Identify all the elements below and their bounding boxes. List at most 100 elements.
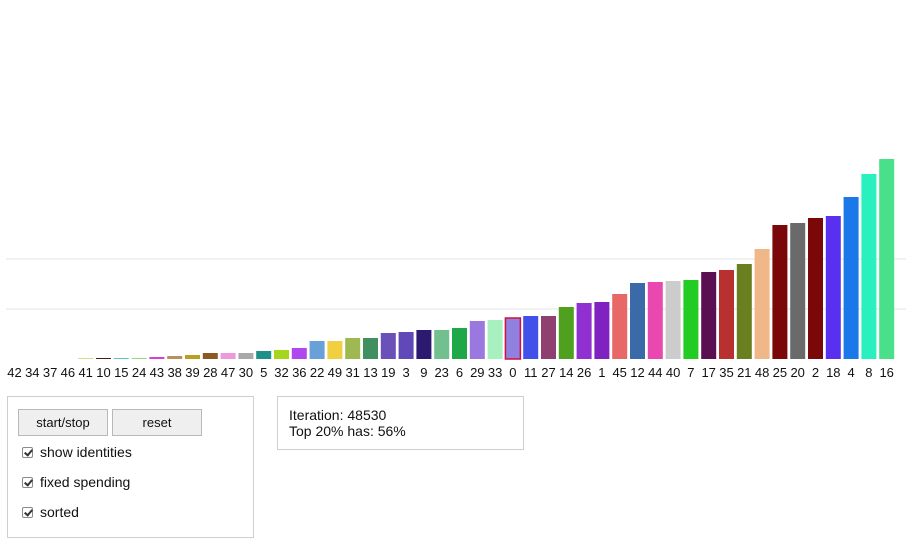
bar-33	[487, 320, 503, 359]
tick-label-48: 48	[755, 365, 769, 380]
bar-20	[790, 223, 806, 359]
tick-label-9: 9	[420, 365, 427, 380]
fixed-spending-option[interactable]: fixed spending	[22, 473, 130, 491]
iteration-text: Iteration: 48530	[289, 407, 387, 423]
bar-3	[398, 332, 414, 359]
bar-19	[380, 333, 396, 359]
tick-label-41: 41	[78, 365, 92, 380]
sorted-label: sorted	[40, 504, 79, 520]
bar-30	[238, 353, 254, 359]
tick-label-44: 44	[648, 365, 662, 380]
bar-15	[113, 358, 129, 359]
top-share-text: Top 20% has: 56%	[289, 423, 406, 439]
reset-button[interactable]: reset	[112, 409, 202, 436]
tick-label-46: 46	[61, 365, 75, 380]
bar-10	[96, 358, 111, 359]
bar-43	[149, 357, 165, 359]
tick-label-23: 23	[434, 365, 448, 380]
tick-label-35: 35	[719, 365, 733, 380]
bar-38	[167, 356, 183, 359]
bar-24	[131, 358, 147, 359]
tick-label-22: 22	[310, 365, 324, 380]
fixed-spending-label: fixed spending	[40, 474, 131, 490]
show-identities-checkbox[interactable]	[22, 446, 33, 458]
bar-0	[504, 317, 522, 360]
bar-22	[309, 341, 325, 359]
tick-label-49: 49	[328, 365, 342, 380]
tick-label-16: 16	[879, 365, 893, 380]
tick-label-6: 6	[456, 365, 463, 380]
bar-41	[78, 358, 94, 359]
tick-label-36: 36	[292, 365, 306, 380]
bar-8	[861, 174, 877, 359]
tick-label-40: 40	[666, 365, 680, 380]
bar-7	[683, 280, 699, 359]
tick-label-34: 34	[25, 365, 39, 380]
tick-label-12: 12	[630, 365, 644, 380]
tick-label-28: 28	[203, 365, 217, 380]
tick-label-10: 10	[96, 365, 110, 380]
bar-47	[220, 353, 236, 359]
tick-label-17: 17	[701, 365, 715, 380]
tick-label-13: 13	[363, 365, 377, 380]
bar-16	[879, 159, 895, 359]
bar-45	[612, 294, 628, 359]
tick-label-29: 29	[470, 365, 484, 380]
tick-label-7: 7	[687, 365, 694, 380]
tick-label-26: 26	[577, 365, 591, 380]
wealth-bar-chart: 42 34 37 46 41 10 15 24 43 38 39 28 47 30 5 32 36 22 49 31 1…	[6, 159, 906, 380]
tick-label-3: 3	[402, 365, 409, 380]
tick-label-4: 4	[847, 365, 854, 380]
bar-2	[808, 218, 823, 359]
tick-label-27: 27	[541, 365, 555, 380]
bar-40	[665, 281, 681, 359]
bar-28	[202, 353, 218, 359]
tick-label-15: 15	[114, 365, 128, 380]
tick-label-21: 21	[737, 365, 751, 380]
bar-32	[274, 350, 289, 359]
tick-label-0: 0	[509, 365, 516, 380]
tick-label-18: 18	[826, 365, 840, 380]
bar-17	[701, 272, 717, 359]
tick-label-14: 14	[559, 365, 573, 380]
show-identities-option[interactable]: show identities	[22, 443, 132, 461]
start-stop-button[interactable]: start/stop	[18, 409, 108, 436]
tick-label-20: 20	[790, 365, 804, 380]
tick-label-8: 8	[865, 365, 872, 380]
tick-label-1: 1	[598, 365, 605, 380]
bar-39	[185, 355, 200, 359]
tick-label-19: 19	[381, 365, 395, 380]
tick-label-24: 24	[132, 365, 146, 380]
bar-49	[327, 341, 343, 359]
tick-label-30: 30	[239, 365, 253, 380]
tick-label-45: 45	[612, 365, 626, 380]
bar-4	[843, 197, 859, 359]
tick-label-32: 32	[274, 365, 288, 380]
tick-label-25: 25	[773, 365, 787, 380]
tick-label-31: 31	[345, 365, 359, 380]
stats-panel: Iteration: 48530 Top 20% has: 56%	[277, 396, 524, 450]
bar-25	[772, 225, 788, 359]
bar-23	[434, 330, 450, 359]
bar-9	[416, 330, 432, 359]
sorted-option[interactable]: sorted	[22, 503, 79, 521]
bar-36	[291, 348, 307, 359]
bar-27	[541, 316, 556, 359]
bar-18	[825, 216, 841, 359]
bar-26	[576, 303, 592, 359]
bar-11	[523, 316, 539, 359]
tick-label-5: 5	[260, 365, 267, 380]
bar-12	[630, 283, 645, 359]
tick-label-11: 11	[524, 365, 538, 380]
show-identities-label: show identities	[40, 444, 132, 460]
bar-13	[363, 338, 378, 359]
bar-21	[736, 264, 752, 359]
tick-label-39: 39	[185, 365, 199, 380]
sorted-checkbox[interactable]	[22, 506, 33, 518]
bar-1	[594, 302, 610, 359]
tick-label-43: 43	[150, 365, 164, 380]
bar-44	[647, 282, 663, 359]
fixed-spending-checkbox[interactable]	[22, 476, 33, 488]
tick-label-42: 42	[7, 365, 21, 380]
tick-label-38: 38	[167, 365, 181, 380]
